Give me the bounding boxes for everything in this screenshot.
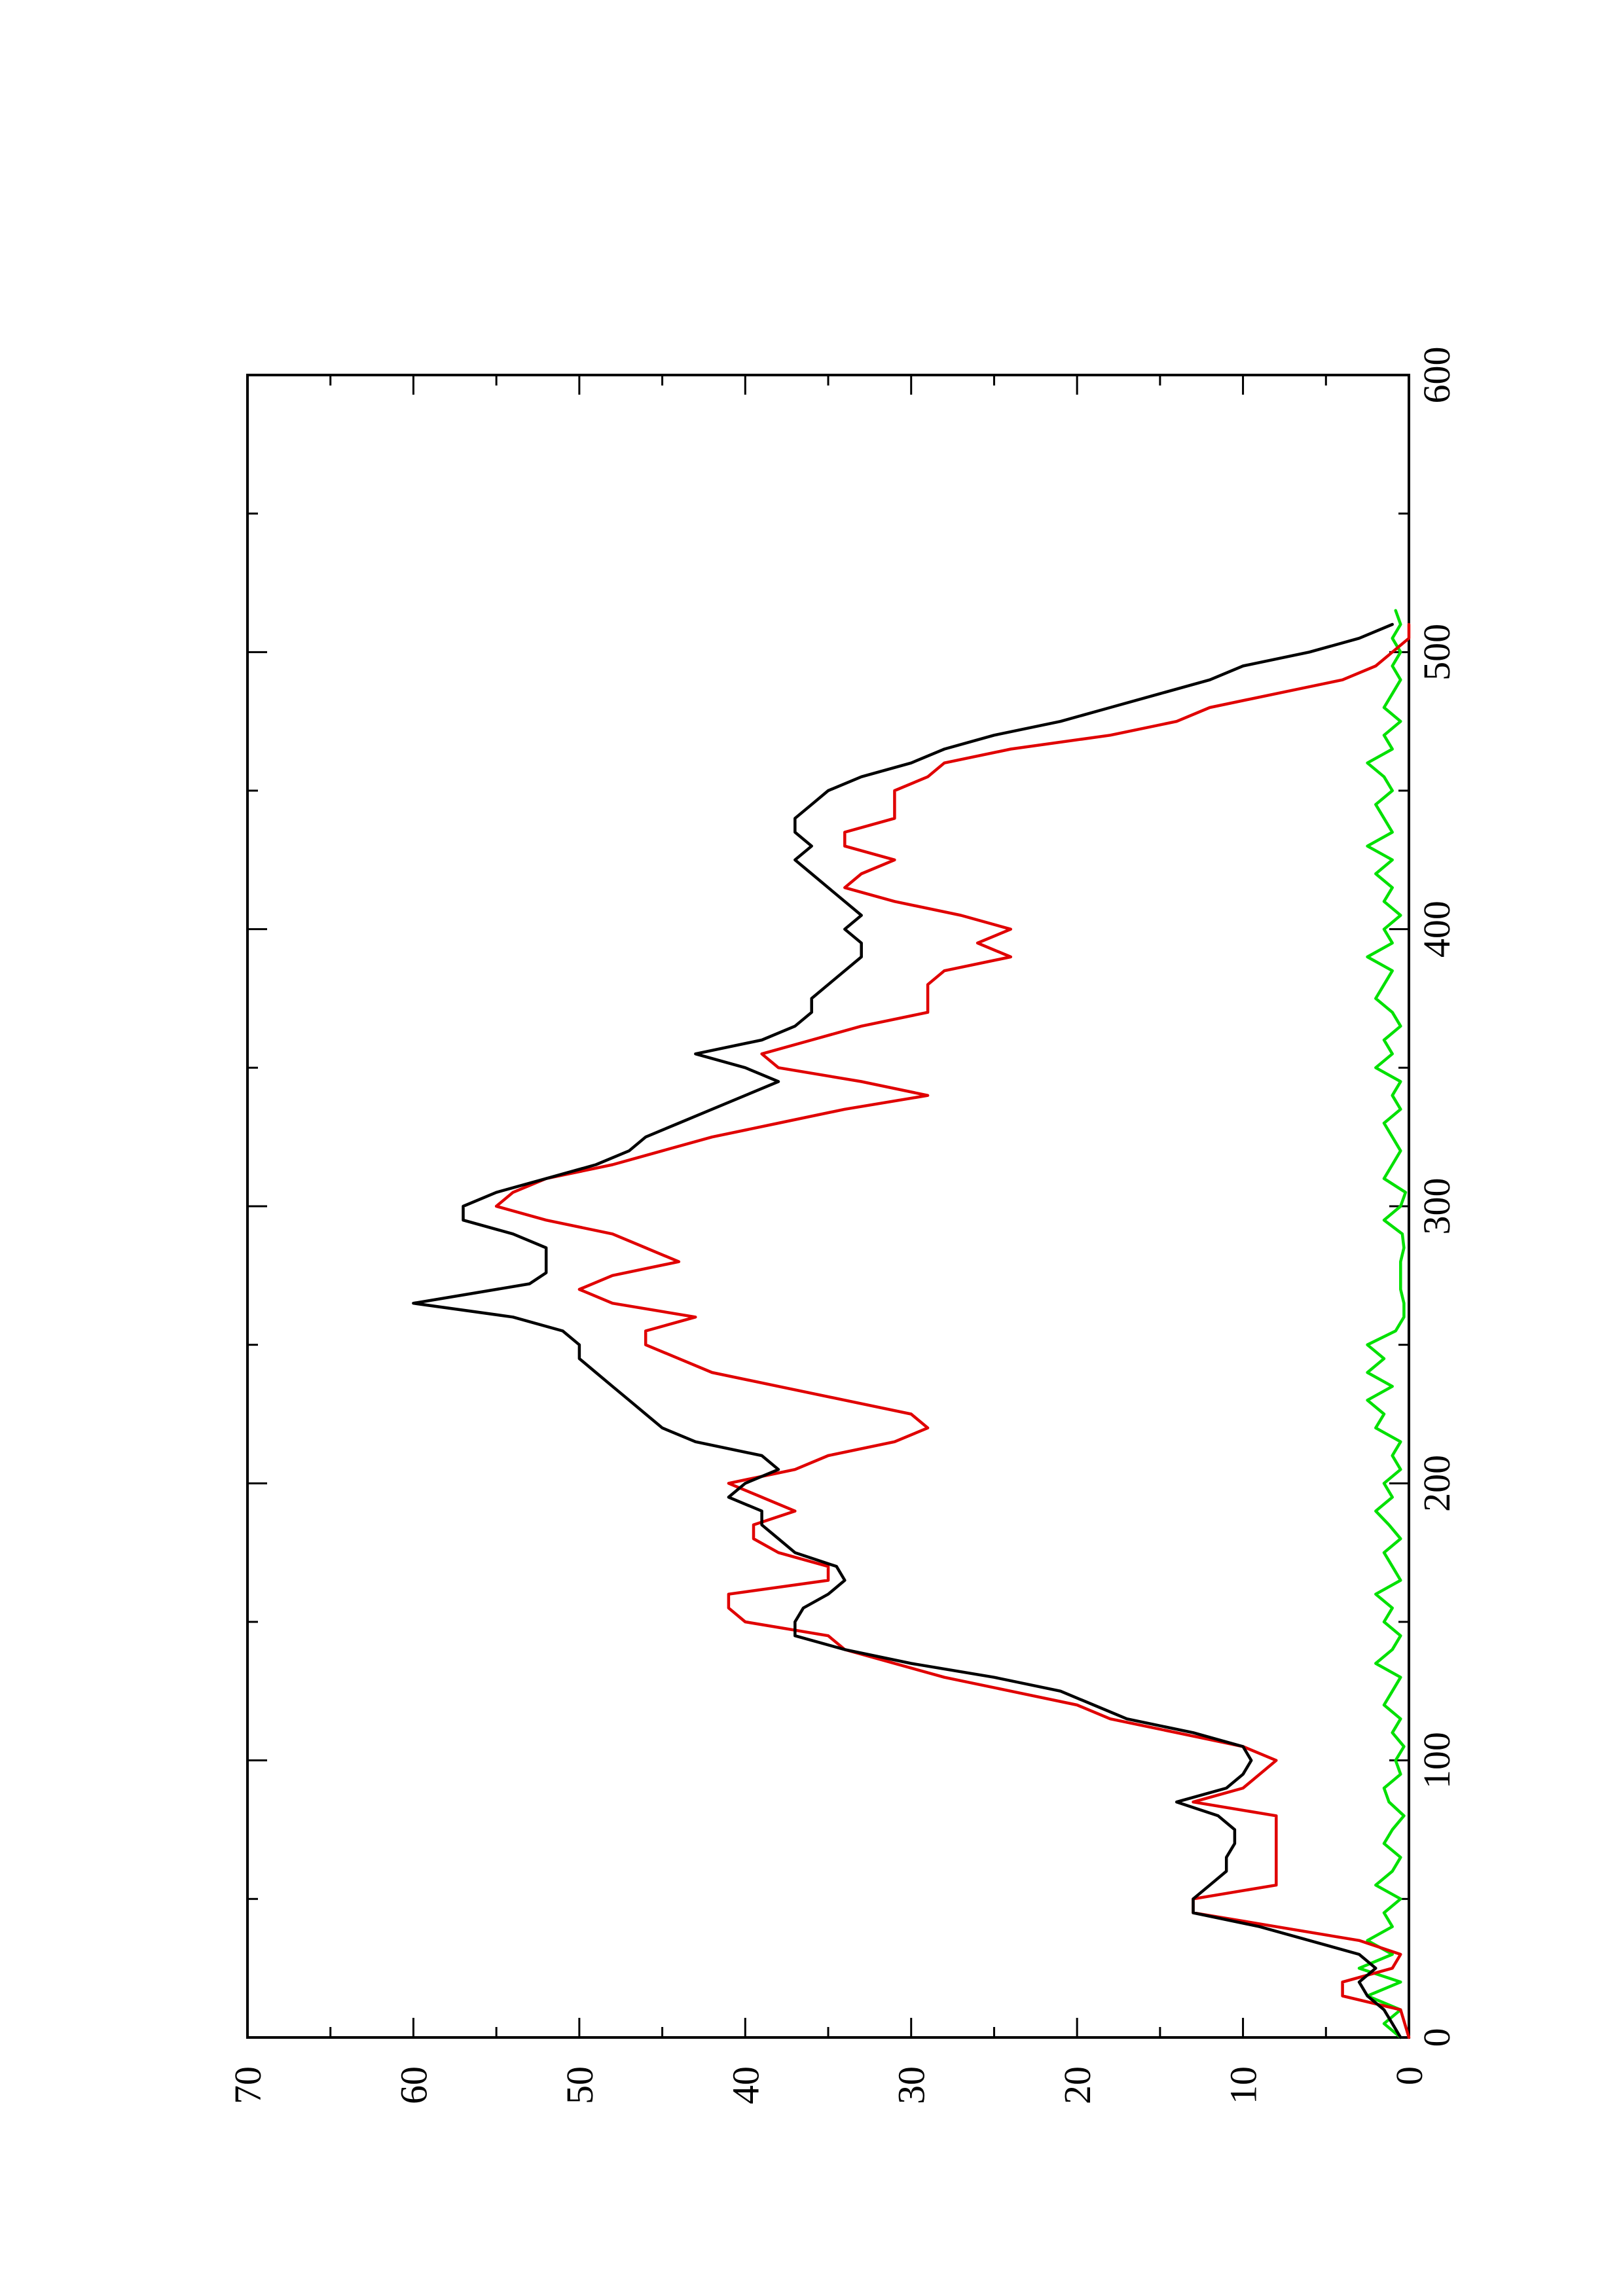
axis-ticks [246,374,1410,2039]
y-tick-label: 0 [1388,2066,1431,2085]
y-tick-label: 60 [392,2066,435,2104]
x-tick-label: 600 [1415,347,1458,404]
plot-frame [246,374,1410,2039]
x-tick-label: 200 [1415,1455,1458,1512]
series-line-3 [1357,609,1408,2039]
x-tick-label: 400 [1415,901,1458,958]
series-line-1 [412,622,1402,2039]
x-tick-label: 0 [1415,2028,1458,2047]
x-tick-label: 300 [1415,1178,1458,1235]
y-tick-label: 40 [724,2066,767,2104]
y-tick-label: 10 [1222,2066,1265,2104]
x-tick-label: 500 [1415,624,1458,681]
axis-tick-labels: 0 100 200 300 400 500 600 0 10 20 30 40 50 60 70 [227,347,1458,2105]
x-tick-label: 100 [1415,1732,1458,1789]
series-line-2 [494,622,1411,2039]
y-tick-label: 20 [1056,2066,1099,2104]
y-tick-label: 50 [558,2066,601,2104]
y-tick-label: 70 [227,2066,269,2104]
y-tick-label: 30 [890,2066,933,2104]
series-layer [412,609,1411,2039]
